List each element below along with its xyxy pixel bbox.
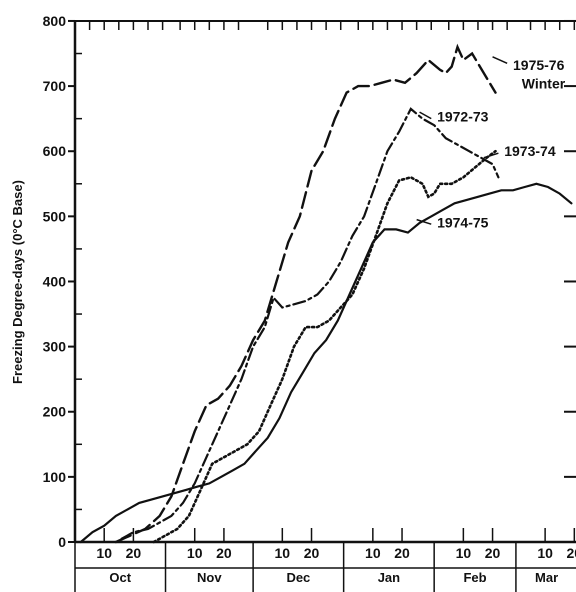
x-day-label: 10 xyxy=(187,545,203,561)
label-leader xyxy=(483,152,499,159)
y-tick-label: 500 xyxy=(43,208,67,224)
series-label: 1975-76 xyxy=(513,57,565,73)
month-label: Feb xyxy=(463,570,486,585)
x-day-label: 10 xyxy=(537,545,553,561)
series-label: 1973-74 xyxy=(504,143,556,159)
series-line xyxy=(114,43,497,544)
x-day-label: 20 xyxy=(394,545,410,561)
series-line xyxy=(79,182,573,544)
series-label: Winter xyxy=(522,76,566,92)
x-day-label: 10 xyxy=(96,545,112,561)
y-tick-label: 100 xyxy=(43,469,67,485)
y-tick-label: 600 xyxy=(43,143,67,159)
series-group xyxy=(79,43,573,544)
x-day-label: 10 xyxy=(365,545,381,561)
y-tick-label: 200 xyxy=(43,404,67,420)
y-axis-label: Freezing Degree-days (0°C Base) xyxy=(10,180,25,384)
x-day-label: 20 xyxy=(485,545,501,561)
series-line xyxy=(120,107,500,540)
y-tick-label: 0 xyxy=(58,534,66,550)
y-tick-label: 700 xyxy=(43,78,67,94)
series-label: 1972-73 xyxy=(437,108,489,124)
annotations-group: 1975-76 Winter 1972-73 1973-74 1974-75 xyxy=(416,56,566,230)
month-label: Jan xyxy=(378,570,400,585)
x-day-label: 20 xyxy=(216,545,232,561)
ticks-group: 0 100 200 300 400 500 600 700 800 10 20 Oct 10 20 Nov 1… xyxy=(43,13,576,592)
series-line xyxy=(152,149,497,544)
x-day-label: 20 xyxy=(304,545,320,561)
x-day-label: 10 xyxy=(456,545,472,561)
series-label: 1974-75 xyxy=(437,214,489,230)
x-day-label: 20 xyxy=(126,545,142,561)
label-leader xyxy=(492,56,508,64)
month-label: Oct xyxy=(109,570,131,585)
y-tick-label: 800 xyxy=(43,13,67,29)
month-label: Nov xyxy=(197,570,222,585)
label-leader xyxy=(416,218,432,225)
month-label: Dec xyxy=(286,570,310,585)
x-day-label: 20 xyxy=(567,545,576,561)
x-day-label: 10 xyxy=(275,545,291,561)
y-tick-label: 400 xyxy=(43,273,67,289)
month-label: Mar xyxy=(535,570,558,585)
y-tick-label: 300 xyxy=(43,339,67,355)
label-leader xyxy=(419,111,432,120)
